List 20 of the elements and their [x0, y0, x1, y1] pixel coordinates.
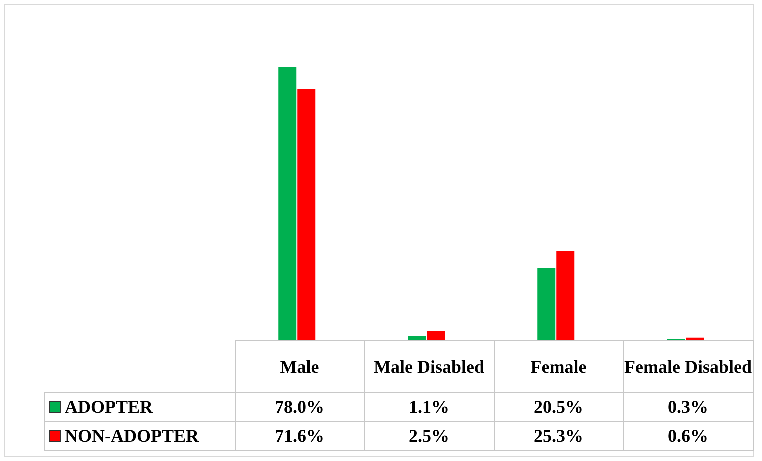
- data-label: 20.5%: [494, 392, 624, 422]
- bar: [278, 67, 297, 340]
- data-label: 25.3%: [494, 422, 624, 450]
- x-tick-label: Female Disabled: [624, 340, 753, 392]
- data-label: 78.0%: [235, 392, 364, 422]
- data-label: 0.6%: [624, 422, 753, 450]
- bar: [298, 89, 316, 340]
- data-label: 0.3%: [624, 392, 753, 422]
- x-tick-label: Male: [235, 340, 364, 392]
- data-label: 1.1%: [364, 392, 494, 422]
- bar: [427, 331, 446, 340]
- x-tick-label: Male Disabled: [364, 340, 494, 392]
- bar: [538, 268, 556, 340]
- x-tick-label: Female: [494, 340, 624, 392]
- data-label: 2.5%: [364, 422, 494, 450]
- legend-label: NON-ADOPTER: [64, 426, 199, 446]
- bar: [556, 251, 575, 340]
- bar: [408, 336, 426, 340]
- legend-label: ADOPTER: [64, 396, 154, 416]
- data-label: 71.6%: [235, 422, 364, 450]
